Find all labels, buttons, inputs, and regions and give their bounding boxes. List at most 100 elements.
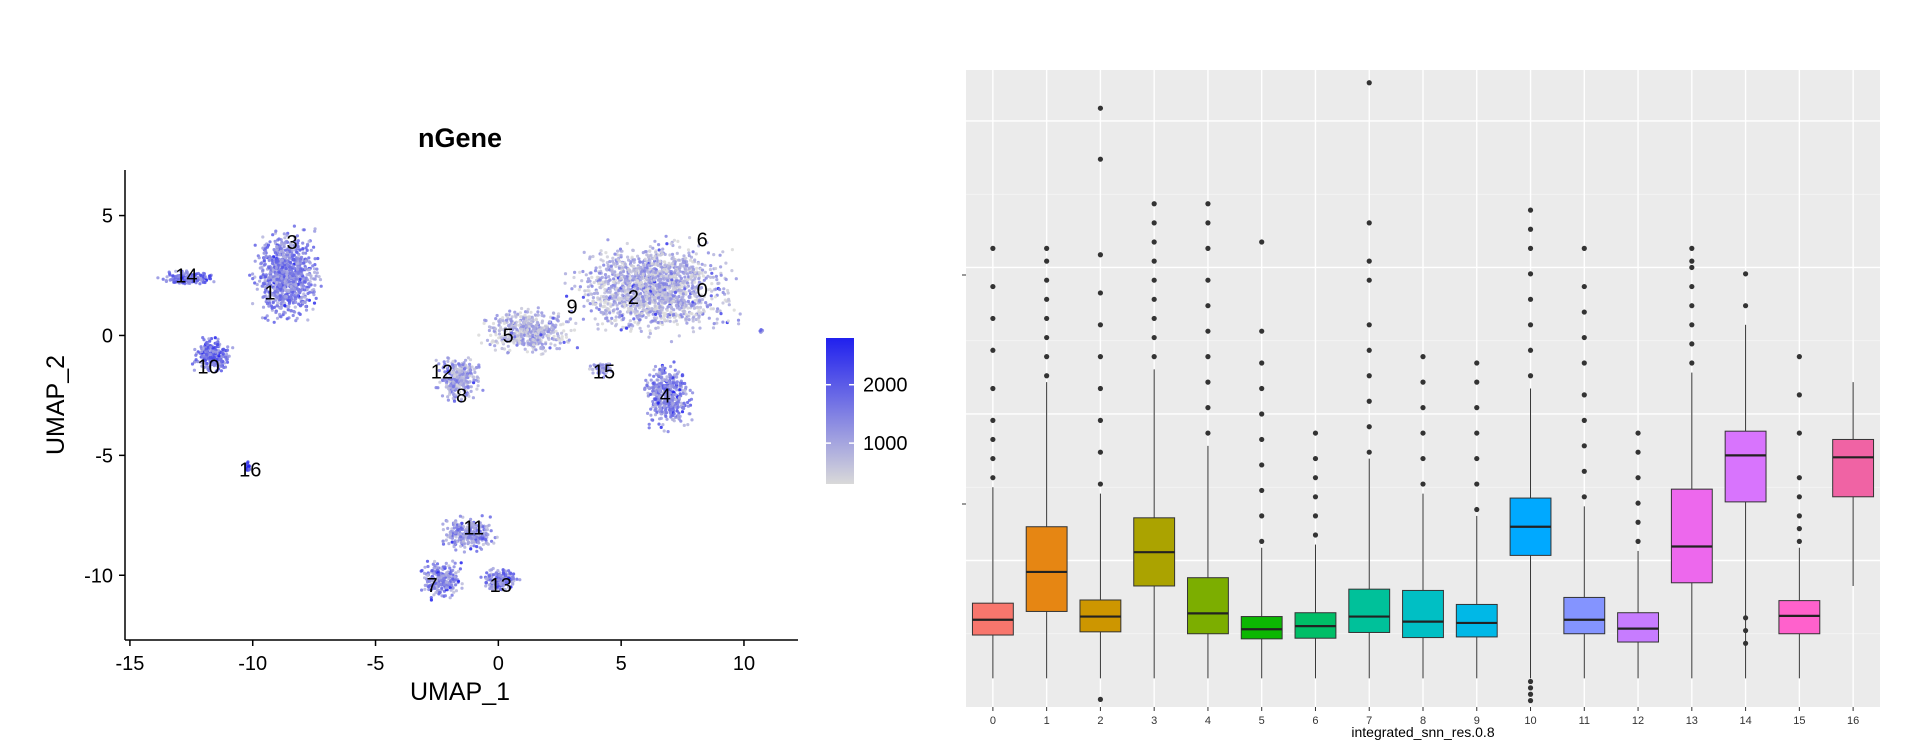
umap-point [710,297,714,301]
umap-point [617,288,621,292]
box-outlier [1366,347,1372,353]
umap-point [686,248,691,252]
umap-point [715,317,719,321]
box-outlier [1312,494,1319,500]
umap-point [296,257,300,261]
umap-point [717,281,721,285]
umap-point [594,302,598,306]
umap-point [653,413,658,417]
umap-point [523,347,527,351]
umap-point [553,343,557,347]
umap-point [660,265,664,269]
umap-point [669,242,673,246]
umap-point [505,318,509,322]
umap-point [529,330,533,334]
box-outlier [1205,245,1211,251]
umap-point [289,296,293,300]
umap-point [193,347,197,352]
cluster-label-11: 11 [463,517,484,539]
umap-title: nGene [418,123,502,153]
umap-point [298,248,302,252]
umap-point [282,232,286,236]
umap-point [697,320,701,324]
umap-point [677,400,681,404]
umap-point [225,348,230,352]
umap-point [681,281,685,285]
umap-y-ticks: 50-5-10 [84,206,125,587]
umap-point [206,367,210,371]
umap-point [673,271,677,275]
umap-point [486,542,490,546]
umap-point [726,288,730,293]
umap-point [637,275,641,279]
umap-point [244,463,248,467]
umap-point [697,315,701,319]
umap-point [559,323,563,327]
umap-point [573,284,577,288]
umap-point [247,467,251,472]
umap-point [304,251,308,255]
umap-point [615,293,619,297]
umap-point [194,353,198,357]
umap-point [698,326,702,330]
umap-point [562,340,566,344]
umap-point [648,331,653,336]
umap-point [669,275,673,279]
umap-point [441,528,445,532]
umap-point [462,539,466,543]
umap-point [676,239,680,243]
umap-point [641,251,645,255]
umap-point [687,254,691,258]
umap-point [305,273,309,277]
umap-point [279,315,283,319]
umap-point [649,320,653,324]
umap-point [569,328,573,333]
umap-point [688,388,692,392]
umap-point [438,590,442,595]
umap-point [591,254,595,259]
umap-point [205,349,209,353]
box-outlier [1097,322,1104,328]
umap-point [682,254,686,258]
umap-point [601,284,605,288]
umap-point [683,275,687,279]
umap-point [612,294,616,299]
box-outlier [1097,252,1104,258]
umap-point [482,321,486,325]
box-outlier [1259,538,1265,544]
umap-point [198,282,202,286]
umap-point [618,259,622,263]
umap-point [558,338,562,342]
umap-point [613,252,617,256]
box-outlier [1151,201,1157,207]
umap-point [715,278,719,282]
umap-point [481,542,485,547]
box-outlier [990,283,996,290]
umap-point [301,251,305,255]
umap-point [291,264,295,268]
umap-point [454,583,458,587]
umap-point [444,561,448,566]
umap-point [592,291,597,296]
umap-point [618,271,623,275]
umap-point [267,304,271,308]
umap-point [684,268,688,272]
umap-point [638,260,642,264]
umap-point [525,325,529,329]
umap-point [679,419,683,423]
box-outlier [1366,373,1372,379]
umap-point [490,340,494,344]
umap-point [465,373,469,377]
umap-point [293,235,297,239]
umap-point [494,317,498,321]
umap-point [168,273,172,277]
umap-point [671,294,676,298]
umap-point [650,262,654,266]
umap-point [532,327,537,331]
umap-point [663,318,667,322]
umap-point [174,274,178,278]
umap-point [660,409,664,414]
umap-point [283,241,287,245]
umap-point [620,289,624,293]
umap-point [219,351,223,355]
